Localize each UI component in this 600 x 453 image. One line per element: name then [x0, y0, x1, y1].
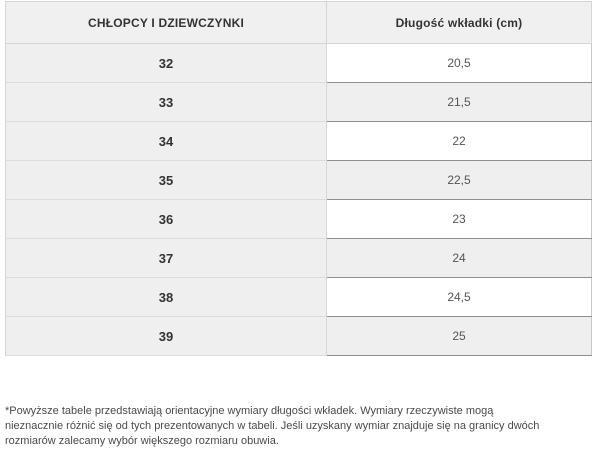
size-cell: 38: [5, 277, 327, 317]
footnote: *Powyższe tabele przedstawiają orientacy…: [0, 404, 600, 449]
size-table-body: 32 20,5 33 21,5 34 22 35 22,5 36 23 37 2…: [5, 43, 592, 356]
size-cell: 33: [5, 82, 327, 122]
size-cell: 37: [5, 238, 327, 278]
header-row: CHŁOPCY I DZIEWCZYNKI Długość wkładki (c…: [5, 1, 592, 44]
table-row: 32 20,5: [5, 43, 592, 83]
size-cell: 36: [5, 199, 327, 239]
footnote-line: *Powyższe tabele przedstawiają orientacy…: [5, 405, 494, 417]
table-row: 35 22,5: [5, 160, 592, 200]
table-row: 34 22: [5, 121, 592, 161]
insole-cell: 21,5: [326, 82, 592, 122]
footnote-line: nieznacznie różnić się od tych prezentow…: [5, 420, 540, 432]
size-table: CHŁOPCY I DZIEWCZYNKI Długość wkładki (c…: [5, 1, 592, 356]
size-cell: 34: [5, 121, 327, 161]
insole-cell: 23: [326, 199, 592, 239]
insole-cell: 24,5: [326, 277, 592, 317]
insole-cell: 22,5: [326, 160, 592, 200]
table-row: 37 24: [5, 238, 592, 278]
size-cell: 32: [5, 43, 327, 83]
insole-cell: 24: [326, 238, 592, 278]
table-row: 39 25: [5, 316, 592, 356]
footnote-line: rozmiarów zalecamy wybór większego rozmi…: [5, 435, 279, 447]
insole-cell: 22: [326, 121, 592, 161]
size-cell: 39: [5, 316, 327, 356]
col-header-insole-length: Długość wkładki (cm): [326, 1, 592, 44]
table-row: 33 21,5: [5, 82, 592, 122]
table-row: 38 24,5: [5, 277, 592, 317]
size-cell: 35: [5, 160, 327, 200]
table-row: 36 23: [5, 199, 592, 239]
col-header-boys-girls: CHŁOPCY I DZIEWCZYNKI: [5, 1, 327, 44]
size-table-header: CHŁOPCY I DZIEWCZYNKI Długość wkładki (c…: [5, 1, 592, 44]
insole-cell: 20,5: [326, 43, 592, 83]
insole-cell: 25: [326, 316, 592, 356]
